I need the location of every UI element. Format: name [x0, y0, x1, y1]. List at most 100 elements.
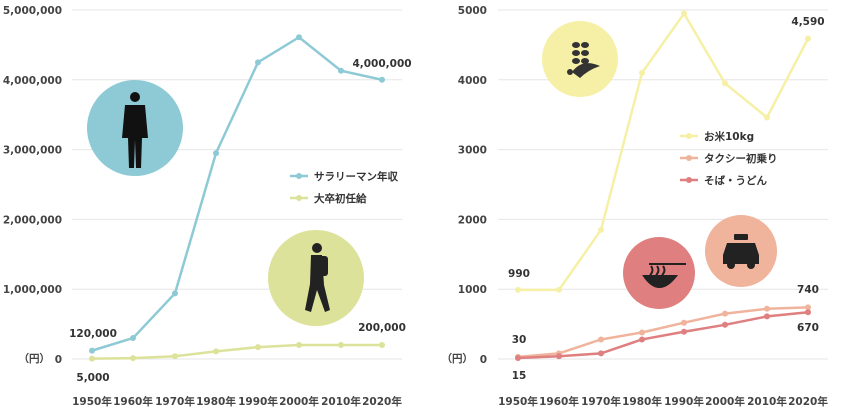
- bowl: [642, 275, 679, 288]
- legend-label: サラリーマン年収: [314, 170, 398, 183]
- rice-grain: [572, 42, 580, 48]
- rice-grain: [572, 50, 580, 56]
- x-tick-label: 2020年: [362, 395, 402, 408]
- data-label: 5,000: [76, 372, 109, 384]
- y-tick-label: 3000: [458, 145, 487, 157]
- data-point: [722, 310, 728, 317]
- data-point: [89, 355, 95, 362]
- x-tick-label: 2010年: [321, 395, 361, 408]
- rice-grain: [581, 58, 589, 64]
- y-tick-label: 1000: [458, 284, 487, 296]
- y-tick-label: 0: [480, 354, 487, 366]
- rice-plant-icon: [542, 21, 618, 97]
- data-point: [255, 344, 261, 351]
- legend-marker: [686, 177, 692, 183]
- data-point: [681, 319, 687, 326]
- data-point: [255, 59, 261, 66]
- data-point: [805, 35, 811, 42]
- data-label: 200,000: [358, 322, 406, 334]
- data-point: [598, 226, 604, 233]
- x-tick-label: 1980年: [196, 395, 236, 408]
- data-point: [89, 347, 95, 354]
- student-figure: [305, 243, 330, 312]
- rice-figure: [567, 42, 600, 78]
- data-point: [213, 150, 219, 157]
- data-label: 120,000: [69, 328, 117, 340]
- rice-grain: [581, 50, 589, 56]
- businessman-figure: [122, 92, 148, 168]
- head: [312, 243, 322, 253]
- x-tick-label: 1950年: [72, 395, 112, 408]
- data-label: 740: [797, 284, 819, 296]
- grain: [567, 69, 573, 75]
- noodle-bowl-icon: [623, 237, 695, 309]
- y-tick-label: 3,000,000: [3, 145, 62, 157]
- legend-label: タクシー初乗り: [704, 152, 778, 165]
- x-tick-label: 2020年: [788, 395, 828, 408]
- taxi-figure: [723, 234, 759, 269]
- data-point: [338, 67, 344, 74]
- wheel: [727, 261, 735, 269]
- legend-marker: [686, 133, 692, 139]
- series-line-1: [518, 11, 810, 292]
- legend-marker: [686, 155, 692, 161]
- data-point: [805, 309, 811, 316]
- data-point: [379, 76, 385, 83]
- data-point: [764, 305, 770, 312]
- data-label: 30: [512, 334, 527, 346]
- data-label: 15: [512, 370, 527, 382]
- data-label: 990: [508, 268, 530, 280]
- data-point: [764, 313, 770, 320]
- chart-panel-1: 0 1,000,000 2,000,000 3,000,000 4,000,000 5,0…: [3, 5, 412, 408]
- legend-label: お米10kg: [704, 130, 754, 143]
- data-point: [764, 114, 770, 121]
- legend-label: 大卒初任給: [314, 192, 367, 205]
- data-point: [130, 355, 136, 362]
- data-label: 4,590: [791, 16, 824, 28]
- noodle-figure: [642, 263, 686, 288]
- data-point: [598, 350, 604, 357]
- series-line-2: [91, 343, 382, 360]
- data-point: [515, 354, 521, 361]
- data-point: [296, 342, 302, 349]
- data-point: [515, 286, 521, 293]
- legend-marker: [296, 173, 302, 179]
- y-unit-label: （円）: [442, 352, 474, 365]
- x-tick-label: 1970年: [581, 395, 621, 408]
- y-tick-label: 2000: [458, 214, 487, 226]
- taxi-body: [723, 243, 759, 264]
- x-tick-label: 1980年: [622, 395, 662, 408]
- series-line-3: [517, 310, 809, 360]
- data-label: 4,000,000: [352, 58, 411, 70]
- y-tick-label: 1,000,000: [3, 284, 62, 296]
- data-point: [681, 10, 687, 17]
- data-point: [722, 80, 728, 87]
- series-line-1: [91, 35, 383, 352]
- data-point: [722, 321, 728, 328]
- x-tick-label: 1960年: [113, 395, 153, 408]
- legend-label: そば・うどん: [704, 174, 767, 187]
- data-label: 670: [797, 322, 819, 334]
- data-point: [296, 34, 302, 41]
- head: [130, 92, 140, 102]
- x-tick-label: 2000年: [705, 395, 745, 408]
- noodles: [648, 265, 666, 283]
- wheel: [747, 261, 755, 269]
- x-tick-label: 1950年: [498, 395, 538, 408]
- legend-marker: [296, 195, 302, 201]
- y-tick-label: 2,000,000: [3, 214, 62, 226]
- data-point: [172, 353, 178, 360]
- rice-grain: [581, 42, 589, 48]
- y-tick-label: 4,000,000: [3, 75, 62, 87]
- x-tick-label: 1970年: [155, 395, 195, 408]
- body: [122, 105, 148, 168]
- data-point: [639, 329, 645, 336]
- data-point: [556, 286, 562, 293]
- data-point: [213, 348, 219, 355]
- y-tick-label: 4000: [458, 75, 487, 87]
- data-point: [598, 336, 604, 343]
- data-point: [338, 342, 344, 349]
